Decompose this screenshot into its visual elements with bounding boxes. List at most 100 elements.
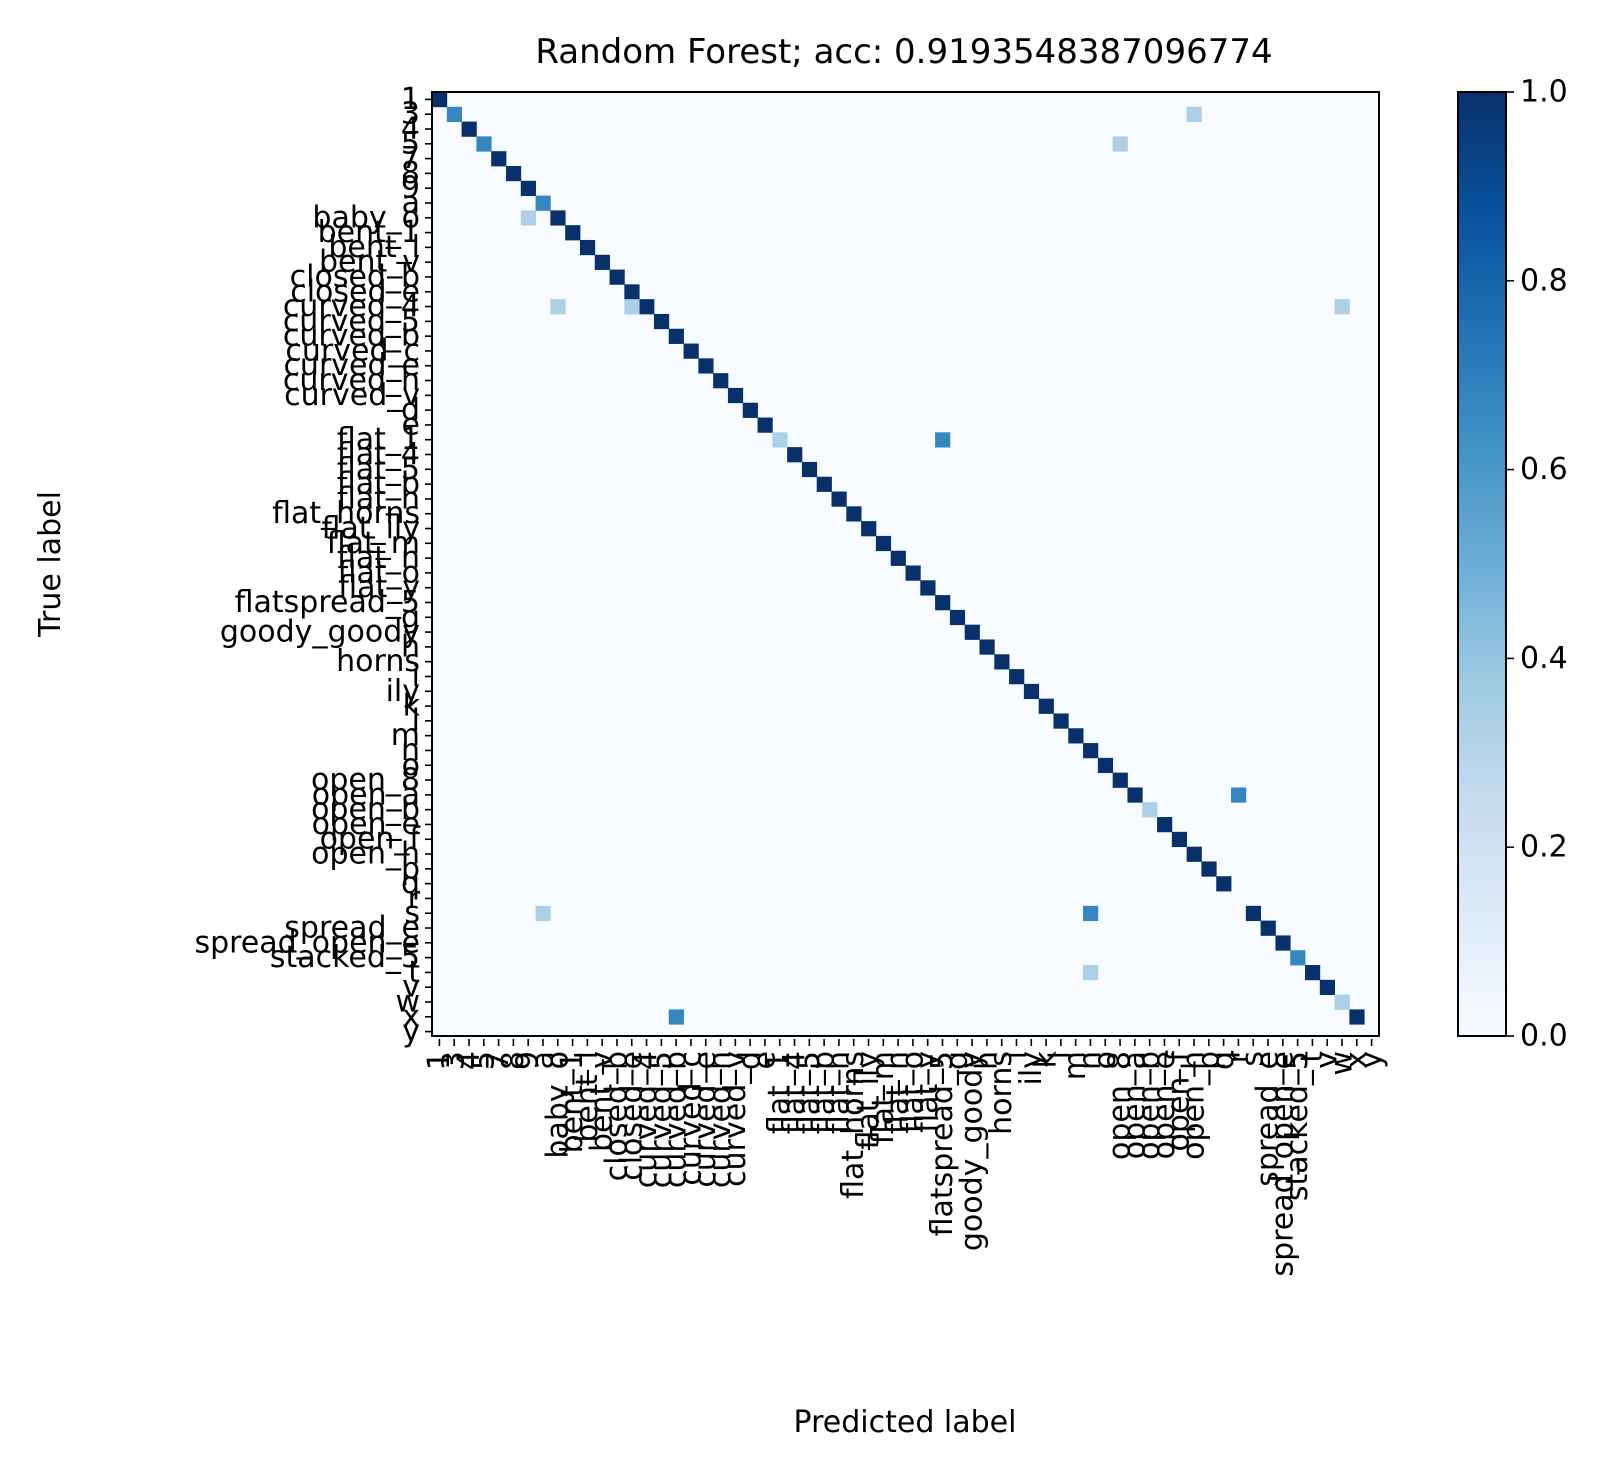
y-tick-label: spread_open_e <box>194 925 420 960</box>
heatmap-cell <box>846 506 862 522</box>
x-tick-label: stacked_5 <box>1280 1051 1315 1201</box>
x-tick-label: spread_open_e <box>1265 1051 1300 1277</box>
y-tick-label: spread_e <box>284 911 420 946</box>
heatmap-cell <box>1260 920 1276 936</box>
heatmap-cell <box>861 521 877 537</box>
y-tick-label: baby_o <box>312 200 420 235</box>
x-tick-label: baby_o <box>540 1051 575 1159</box>
x-tick-label: v <box>1310 1051 1345 1069</box>
colorbar-tick-label: 0.0 <box>1520 1019 1568 1054</box>
x-tick-label: open_b <box>1132 1051 1167 1160</box>
heatmap-cell <box>1127 787 1143 803</box>
colorbar-tick-label: 0.2 <box>1520 830 1568 865</box>
heatmap-cell <box>624 299 640 315</box>
heatmap-cell <box>979 639 995 655</box>
x-tick-label: flat_b <box>807 1051 842 1134</box>
y-tick-label: closed_e <box>290 274 420 309</box>
y-tick-label: 1 <box>401 82 420 117</box>
heatmap-cell <box>1142 802 1158 818</box>
x-tick-label: flat_m <box>866 1051 901 1144</box>
y-tick-label: open_b <box>311 792 420 827</box>
y-axis-label: True label <box>33 491 68 638</box>
heatmap-cells <box>432 92 1379 1039</box>
heatmap-cell <box>1334 299 1350 315</box>
y-tick-label: n <box>401 733 420 768</box>
x-tick-label: curved_5 <box>644 1051 679 1188</box>
y-tick-label: q <box>401 866 420 901</box>
heatmap-cell <box>624 284 640 300</box>
heatmap-cell <box>994 654 1010 670</box>
y-tick-label: m <box>391 718 420 753</box>
y-tick-label: 8 <box>401 156 420 191</box>
y-tick-label: curved_c <box>285 333 420 368</box>
x-tick-label: l <box>1043 1051 1078 1059</box>
x-tick-label: d <box>733 1051 768 1070</box>
heatmap-cell <box>698 358 714 374</box>
heatmap-cell <box>935 432 951 448</box>
y-axis: 1345789ababy_obent_1bent_lbent_vclosed_b… <box>194 82 432 1049</box>
y-tick-label: a <box>402 185 420 220</box>
heatmap-cell <box>520 180 536 196</box>
y-tick-label: goody_goody <box>220 615 420 650</box>
x-tick-label: q <box>1206 1051 1241 1070</box>
y-tick-label: open_e <box>312 807 420 842</box>
heatmap-cell <box>1097 757 1114 774</box>
y-tick-label: flat_n <box>337 541 420 576</box>
y-tick-label: flat_ily <box>322 511 420 546</box>
y-tick-label: flat_b <box>337 467 420 502</box>
x-tick-label: closed_b <box>599 1051 634 1181</box>
x-tick-label: t <box>1295 1051 1330 1063</box>
x-tick-label: flat_horns <box>836 1051 871 1199</box>
y-tick-label: g <box>401 600 420 635</box>
colorbar-ticks: 0.0 0.2 0.4 0.6 0.8 1.0 <box>1506 75 1568 1054</box>
x-tick-label: flat_1 <box>762 1051 797 1134</box>
x-tick-label: bent_v <box>585 1051 620 1152</box>
x-tick-label: closed_e <box>614 1051 649 1181</box>
heatmap-cell <box>505 165 522 182</box>
x-tick-label: curved_c <box>673 1051 708 1186</box>
x-tick-label: flat_n <box>881 1051 916 1134</box>
y-tick-label: curved_5 <box>283 304 420 339</box>
heatmap-cell <box>1201 861 1217 877</box>
heatmap-cell <box>875 535 892 552</box>
heatmap-cell <box>491 151 507 167</box>
y-tick-label: y <box>402 1014 420 1049</box>
x-tick-label: curved_v <box>718 1051 753 1187</box>
colorbar-tick-label: 0.8 <box>1520 263 1568 298</box>
x-axis-label: Predicted label <box>794 1405 1017 1440</box>
heatmap-cell <box>550 210 566 226</box>
x-tick-label: open_f <box>1162 1050 1197 1152</box>
chart-title: Random Forest; acc: 0.9193548387096774 <box>535 32 1272 72</box>
plot-frame <box>431 91 1380 1037</box>
y-tick-label: t <box>408 955 420 990</box>
x-tick-label: p <box>1191 1051 1226 1070</box>
y-tick-label: open_8 <box>311 763 420 798</box>
x-tick-label: bent_l <box>570 1051 605 1143</box>
y-tick-label: flat_1 <box>337 422 420 457</box>
x-tick-label: flat_h <box>821 1051 856 1134</box>
x-tick-label: flat_4 <box>777 1051 812 1134</box>
x-tick-label: y <box>1354 1051 1389 1069</box>
y-tick-label: o <box>402 748 420 783</box>
heatmap-cell <box>935 595 951 611</box>
x-tick-label: 4 <box>451 1051 486 1070</box>
y-tick-label: p <box>401 851 420 886</box>
heatmap-cell <box>609 269 625 285</box>
y-tick-label: open_a <box>312 777 420 812</box>
heatmap-cell <box>1186 846 1202 862</box>
heatmap-cell <box>535 195 551 211</box>
heatmap-cell <box>831 491 847 507</box>
heatmap-cell <box>787 447 803 463</box>
y-tick-label: curved_4 <box>283 289 420 324</box>
heatmap-cell <box>668 328 684 344</box>
heatmap-cell <box>476 136 492 152</box>
heatmap-cell <box>550 299 566 315</box>
y-tick-label: h <box>401 629 420 664</box>
heatmap-cell <box>653 313 670 330</box>
x-tick-label: open_h <box>1177 1051 1212 1160</box>
heatmap-cell <box>1305 965 1321 981</box>
y-tick-label: flat_5 <box>337 452 420 487</box>
x-tick-label: flat_5 <box>792 1051 827 1134</box>
x-tick-label: h <box>969 1051 1004 1070</box>
heatmap-cell <box>757 417 773 433</box>
